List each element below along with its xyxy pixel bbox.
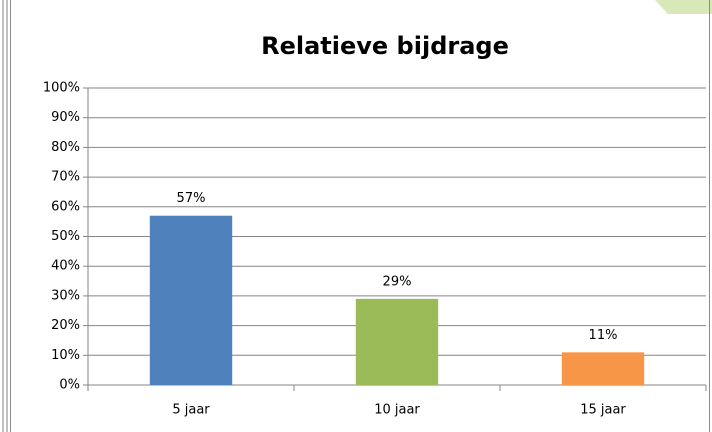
data-label: 29%: [383, 274, 412, 289]
data-label: 11%: [589, 328, 618, 343]
chart-title: Relatieve bijdrage: [261, 32, 509, 60]
x-tick-label: 10 jaar: [374, 403, 420, 418]
bar: [355, 298, 439, 385]
x-tick-label: 15 jaar: [580, 403, 626, 418]
y-tick-label: 80%: [51, 140, 80, 155]
data-label: 57%: [177, 191, 206, 206]
y-tick-label: 10%: [51, 348, 80, 363]
y-tick-label: 40%: [51, 259, 80, 274]
y-tick-label: 90%: [51, 110, 80, 125]
bar: [149, 215, 233, 385]
y-tick-label: 30%: [51, 288, 80, 303]
bar: [561, 352, 645, 385]
chart-border: [10, 0, 710, 432]
y-tick-label: 50%: [51, 229, 80, 244]
y-tick-label: 60%: [51, 199, 80, 214]
y-tick-label: 20%: [51, 318, 80, 333]
x-tick-label: 5 jaar: [172, 403, 210, 418]
corner-shape: [655, 0, 712, 14]
y-tick-label: 100%: [43, 81, 80, 96]
y-tick-label: 70%: [51, 170, 80, 185]
y-tick-label: 0%: [59, 378, 80, 393]
